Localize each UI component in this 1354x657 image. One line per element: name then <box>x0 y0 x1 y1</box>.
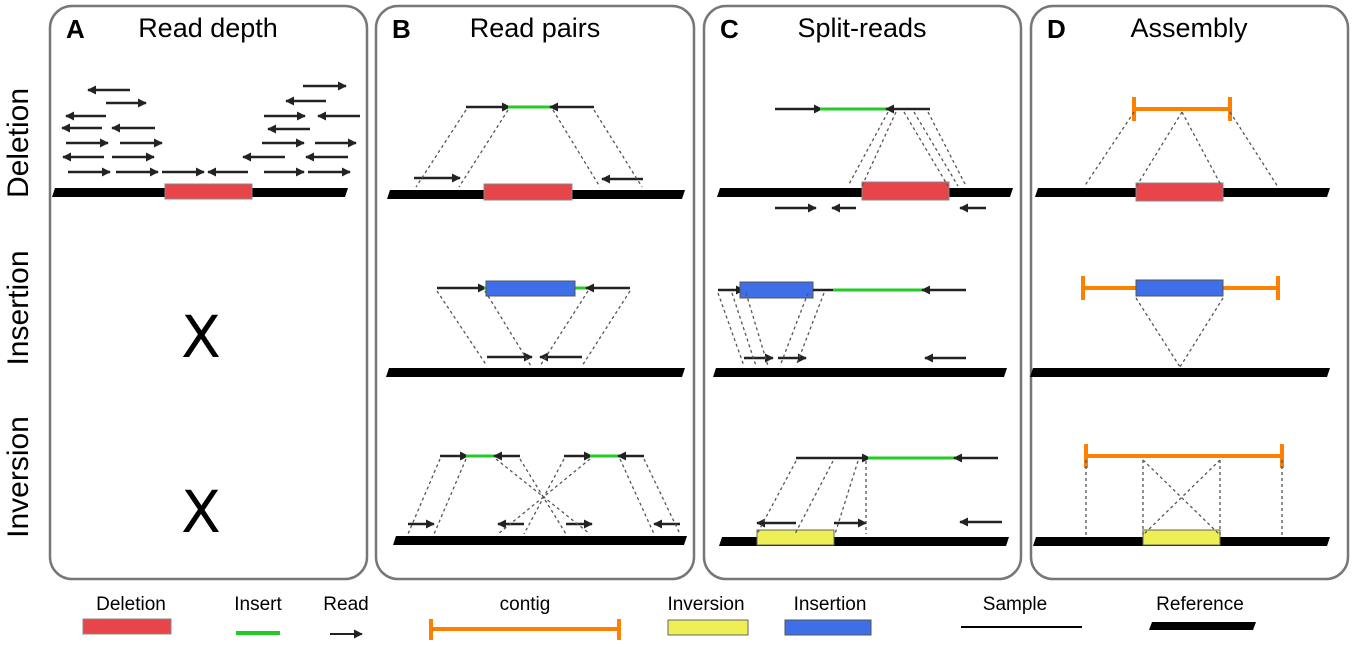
not-applicable-insertion: X <box>181 303 221 371</box>
panel-d-frame <box>1029 4 1350 581</box>
deletion-block <box>164 183 253 200</box>
deletion-block <box>483 183 573 201</box>
legend-deletion-swatch <box>82 618 172 635</box>
insertion-block <box>1135 279 1224 297</box>
mapping-lines <box>436 290 631 367</box>
legend-contig: contig <box>429 594 621 640</box>
reference-genome <box>1030 368 1330 377</box>
mapping-lines <box>415 109 643 188</box>
panel-c-title: Split-reads <box>797 13 926 43</box>
reference-genome <box>393 536 687 545</box>
panel-d-insertion <box>1030 276 1330 377</box>
legend-deletion-label: Deletion <box>96 594 166 615</box>
panel-b-insertion <box>386 280 685 377</box>
panel-c-insertion <box>713 281 1007 377</box>
panel-d-inversion <box>1033 444 1330 546</box>
mapping-lines <box>847 111 967 187</box>
legend-insertion-swatch <box>784 619 872 636</box>
legend-deletion: Deletion <box>82 594 172 635</box>
panel-c-letter: C <box>720 14 739 44</box>
mapping-lines <box>1085 459 1283 536</box>
reference-genome <box>386 368 685 377</box>
row-label-insertion: Insertion <box>2 250 35 365</box>
panel-b-frame <box>374 4 696 581</box>
legend-inversion-swatch <box>667 619 749 636</box>
panel-d-deletion <box>1035 97 1330 202</box>
legend-reference-label: Reference <box>1156 594 1244 615</box>
legend-insert: Insert <box>234 594 282 635</box>
legend-inversion: Inversion <box>667 594 749 636</box>
legend-read: Read <box>323 594 369 639</box>
inversion-block <box>756 529 835 546</box>
deletion-block <box>861 181 950 201</box>
legend-contig-label: contig <box>500 594 551 615</box>
inversion-block <box>1142 529 1221 546</box>
legend-sample-label: Sample <box>983 594 1047 615</box>
legend-contig-swatch <box>429 619 621 640</box>
mapping-lines <box>756 460 867 535</box>
reference-genome <box>713 368 1007 377</box>
panel-a-frame <box>48 4 369 581</box>
legend-inversion-label: Inversion <box>667 594 744 615</box>
legend-insertion: Insertion <box>784 594 872 636</box>
row-label-inversion: Inversion <box>2 416 35 538</box>
legend-insertion-label: Insertion <box>794 594 867 615</box>
legend-reference: Reference <box>1149 594 1256 630</box>
contig <box>1132 97 1232 121</box>
insertion-block <box>739 281 814 299</box>
panel-d-letter: D <box>1047 14 1066 44</box>
panel-b-deletion <box>387 102 685 201</box>
mapping-lines <box>1135 297 1224 368</box>
panel-a-letter: A <box>66 14 85 44</box>
panel-b-title: Read pairs <box>470 13 601 43</box>
read-arrows <box>61 81 360 177</box>
not-applicable-inversion: X <box>181 478 221 546</box>
panel-c-frame <box>702 4 1023 581</box>
mapping-lines <box>1083 111 1279 188</box>
mapping-lines <box>717 292 825 367</box>
contig <box>1084 444 1284 468</box>
row-label-deletion: Deletion <box>2 88 35 198</box>
panel-a-deletion <box>52 81 360 200</box>
deletion-block <box>1135 182 1224 202</box>
insertion-block <box>485 280 576 297</box>
legend-insert-label: Insert <box>234 594 282 615</box>
mapping-lines <box>407 458 681 535</box>
panel-c-inversion <box>719 453 1009 546</box>
legend-reference-swatch <box>1149 622 1256 630</box>
panel-a-title: Read depth <box>138 13 278 43</box>
legend: Deletion Insert Read contig Inversion In… <box>82 594 1256 640</box>
panel-d-title: Assembly <box>1130 13 1248 43</box>
legend-sample: Sample <box>961 594 1082 628</box>
legend-read-label: Read <box>323 594 368 615</box>
panel-b-letter: B <box>392 14 411 44</box>
panel-c-deletion <box>717 104 1013 213</box>
panel-b-inversion <box>393 451 687 545</box>
